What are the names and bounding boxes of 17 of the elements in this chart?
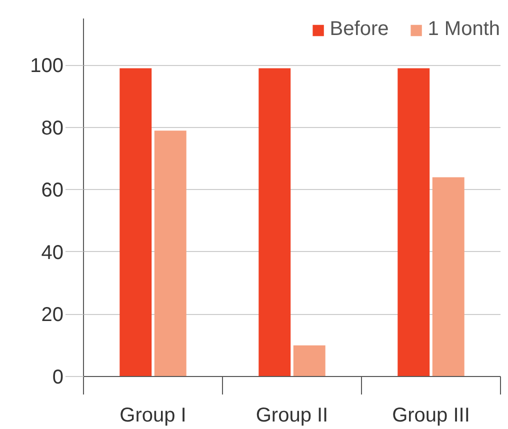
bar xyxy=(398,68,430,376)
bar xyxy=(120,68,152,376)
bar xyxy=(258,68,291,376)
bar xyxy=(154,130,186,376)
x-tick-label: Group III xyxy=(392,404,470,426)
y-tick-label: 60 xyxy=(41,180,64,202)
x-tick-label: Group I xyxy=(120,404,186,426)
x-tick-label: Group II xyxy=(256,404,328,426)
y-tick-label: 40 xyxy=(41,242,64,264)
bar xyxy=(293,345,326,376)
legend-label: Before xyxy=(330,18,389,41)
bar xyxy=(432,177,464,376)
y-tick-label: 80 xyxy=(41,117,64,140)
y-tick-label: 100 xyxy=(30,55,64,78)
y-tick-label: 0 xyxy=(52,366,64,388)
y-tick-label: 20 xyxy=(41,304,64,326)
legend-label: 1 Month xyxy=(428,18,500,41)
